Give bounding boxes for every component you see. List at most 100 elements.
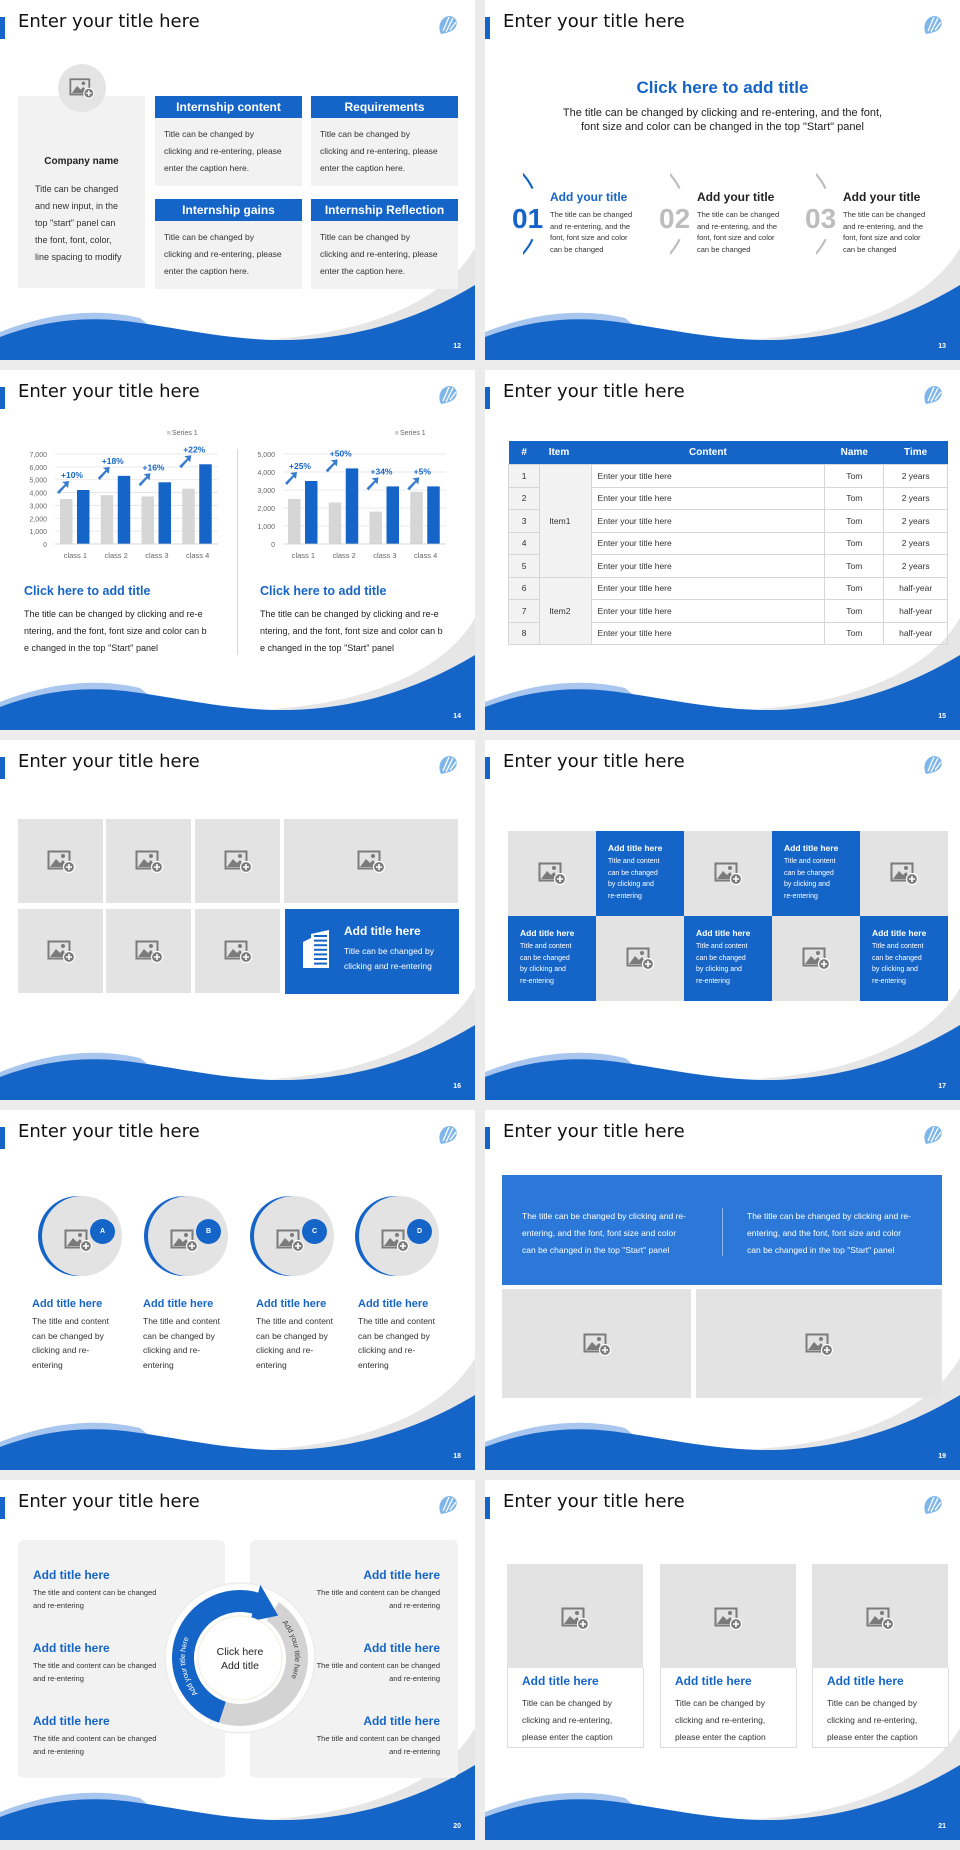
text-line: Title can be changed by	[827, 1698, 917, 1708]
company-panel	[18, 96, 145, 288]
item-title[interactable]: Add title here	[33, 1641, 110, 1655]
table-row[interactable]: 1 Item1 Enter your title here Tom 2 years	[507, 464, 948, 578]
card-header[interactable]: Internship Reflection	[311, 199, 458, 221]
text-line: and re-entering, and the	[843, 221, 924, 231]
card-header[interactable]: Requirements	[311, 96, 458, 118]
slide-20[interactable]: Enter your title here 20 Add title here The…	[0, 1480, 475, 1840]
text-line: Title can be changed by	[675, 1698, 765, 1708]
block-title[interactable]: Click here to add title	[24, 584, 151, 598]
image-placeholder[interactable]	[507, 1564, 643, 1668]
column-header[interactable]: Name	[824, 441, 884, 465]
x-tick-label: class 2	[332, 551, 355, 560]
table-row[interactable]: 6 Item2 Enter your title here Tom half-year	[507, 576, 948, 645]
image-circle	[355, 1196, 439, 1276]
feature-title[interactable]: Add title here	[344, 924, 421, 938]
image-placeholder[interactable]	[508, 831, 596, 916]
slide-21[interactable]: Enter your title here 21 Add title here Tit…	[485, 1480, 960, 1840]
item-title[interactable]: Add title here	[363, 1714, 440, 1728]
slide-12[interactable]: Enter your title here 12 Company name Title…	[0, 0, 475, 360]
slide-title[interactable]: Enter your title here	[503, 381, 685, 402]
image-placeholder[interactable]	[18, 909, 103, 993]
bottom-wave-decoration	[0, 1358, 475, 1470]
block-title[interactable]: Click here to add title	[260, 584, 387, 598]
company-logo-placeholder[interactable]	[58, 64, 106, 112]
image-placeholder[interactable]	[860, 831, 948, 916]
card-header[interactable]: Internship content	[155, 96, 302, 118]
column-header[interactable]: Time	[883, 441, 948, 465]
slide-14[interactable]: Enter your title here 14 0 1,000 2,000 3,000 4…	[0, 370, 475, 730]
step-title[interactable]: Add your title	[843, 190, 921, 204]
y-tick-label: 5,000	[257, 452, 275, 459]
slide-15[interactable]: Enter your title here 15 # Item Content Name T…	[485, 370, 960, 730]
text-line: The title can be changed	[550, 210, 633, 219]
item-title[interactable]: Add title here	[363, 1568, 440, 1582]
text-line: Title and content	[520, 943, 572, 950]
item-title[interactable]: Add title here	[358, 1298, 429, 1310]
slide-title[interactable]: Enter your title here	[18, 1491, 200, 1512]
text-line: The title can be changed by clicking and…	[24, 609, 203, 619]
text-tile[interactable]: Add title here Title and content can be ch…	[860, 916, 948, 1001]
text-tile[interactable]: Add title here Title and content can be ch…	[596, 831, 684, 916]
center-label: Click here Add title	[200, 1645, 280, 1673]
image-placeholder[interactable]	[660, 1564, 796, 1668]
table-row[interactable]: 8 Enter your title here Tom half-year	[507, 621, 948, 645]
card-header[interactable]: Internship gains	[155, 199, 302, 221]
table-row[interactable]: 4 Enter your title here Tom 2 years	[507, 531, 948, 555]
step-title[interactable]: Add your title	[697, 190, 775, 204]
image-placeholder[interactable]	[502, 1289, 691, 1398]
text-line: re-entering	[696, 977, 730, 985]
slide-title[interactable]: Enter your title here	[18, 11, 200, 32]
image-placeholder[interactable]	[772, 916, 860, 1001]
image-placeholder[interactable]	[195, 819, 280, 903]
image-placeholder[interactable]	[696, 1289, 942, 1398]
item-title[interactable]: Add title here	[256, 1298, 327, 1310]
slide-17[interactable]: Enter your title here 17 Add title here Tit…	[485, 740, 960, 1100]
text-line: clicking and re-entering, please	[320, 249, 438, 259]
slide-16[interactable]: Enter your title here 16 Add title here Tit…	[0, 740, 475, 1100]
text-tile[interactable]: Add title here Title and content can be ch…	[772, 831, 860, 916]
column-header[interactable]: Content	[591, 441, 825, 465]
table-row[interactable]: 3 Enter your title here Tom 2 years	[507, 509, 948, 533]
card-title[interactable]: Add title here	[675, 1674, 752, 1688]
slide-title[interactable]: Enter your title here	[18, 381, 200, 402]
image-placeholder[interactable]	[684, 831, 772, 916]
text-line: clicking and re-entering, please	[164, 249, 282, 259]
table-row[interactable]: 7 Enter your title here Tom half-year	[507, 599, 948, 623]
image-add-icon	[357, 850, 385, 873]
image-placeholder[interactable]	[195, 909, 280, 993]
card-text: Title can be changed by clicking and re-e…	[320, 229, 438, 280]
text-line: enter the caption here.	[320, 266, 406, 276]
slide-title[interactable]: Enter your title here	[503, 751, 685, 772]
card-title[interactable]: Add title here	[827, 1674, 904, 1688]
slide-title[interactable]: Enter your title here	[18, 751, 200, 772]
item-title[interactable]: Add title here	[143, 1298, 214, 1310]
slide-18[interactable]: Enter your title here 18 A Add title here Th…	[0, 1110, 475, 1470]
image-placeholder[interactable]	[284, 819, 458, 903]
table-row[interactable]: 5 Enter your title here Tom 2 years	[507, 554, 948, 578]
card-title[interactable]: Add title here	[522, 1674, 599, 1688]
slide-title[interactable]: Enter your title here	[503, 11, 685, 32]
text-tile[interactable]: Add title here Title and content can be ch…	[684, 916, 772, 1001]
text-line: enter the caption here.	[320, 163, 406, 173]
text-tile[interactable]: Add title here Title and content can be ch…	[508, 916, 596, 1001]
page-number: 20	[453, 1823, 461, 1830]
image-placeholder[interactable]	[812, 1564, 948, 1668]
slide-title[interactable]: Enter your title here	[18, 1121, 200, 1142]
image-placeholder[interactable]	[596, 916, 684, 1001]
slide-13[interactable]: Enter your title here 13 Click here to add…	[485, 0, 960, 360]
item-title[interactable]: Add title here	[363, 1641, 440, 1655]
slide-19[interactable]: Enter your title here 19 The title can be …	[485, 1110, 960, 1470]
image-placeholder[interactable]	[18, 819, 103, 903]
slide-title[interactable]: Enter your title here	[503, 1491, 685, 1512]
item-title[interactable]: Add title here	[32, 1298, 103, 1310]
item-title[interactable]: Add title here	[33, 1568, 110, 1582]
step-title[interactable]: Add your title	[550, 190, 628, 204]
column-header[interactable]: #	[508, 441, 540, 465]
item-title[interactable]: Add title here	[33, 1714, 110, 1728]
image-placeholder[interactable]	[106, 909, 191, 993]
section-heading[interactable]: Click here to add title	[636, 78, 809, 97]
card-text: Title can be changed by clicking and re-e…	[675, 1695, 766, 1746]
column-header[interactable]: Item	[539, 441, 592, 465]
image-placeholder[interactable]	[106, 819, 191, 903]
slide-title[interactable]: Enter your title here	[503, 1121, 685, 1142]
